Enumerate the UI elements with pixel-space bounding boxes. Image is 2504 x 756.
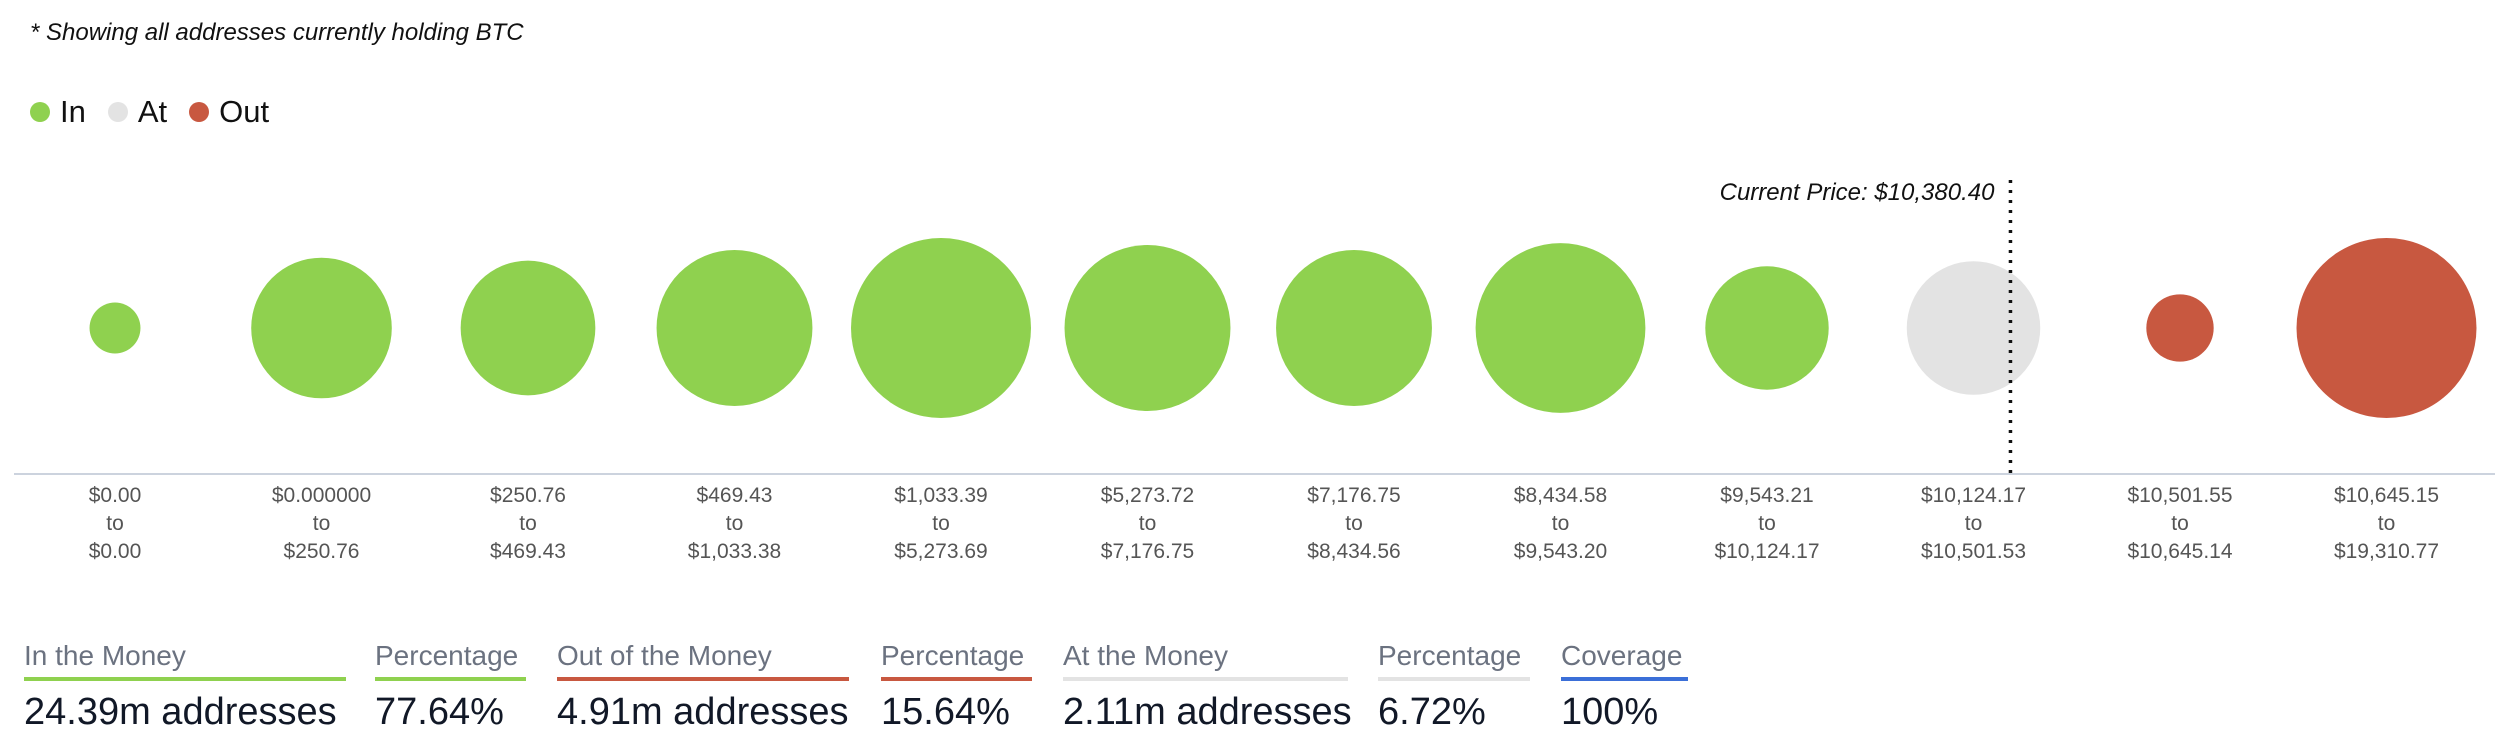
bubble-chart: $0.00 to $0.00 $0.000000 to $250.76 $250.76 to $… bbox=[14, 179, 2495, 563]
stat-label: In the Money bbox=[24, 640, 186, 671]
bubble-in[interactable] bbox=[656, 250, 813, 406]
stat-value: 4.91m addresses bbox=[557, 691, 849, 733]
bubble-in[interactable] bbox=[251, 257, 392, 399]
tick-label-from: $250.76 bbox=[490, 484, 566, 507]
tick-label-connector: to bbox=[519, 512, 537, 535]
legend-dot-at bbox=[107, 102, 128, 122]
tick-label-to: $5,273.69 bbox=[894, 540, 987, 563]
bubble-in[interactable] bbox=[1705, 266, 1829, 390]
stat-underline bbox=[881, 677, 1032, 681]
tick-label-from: $0.00 bbox=[89, 484, 142, 507]
tick-label-connector: to bbox=[2378, 512, 2396, 535]
bubble-in[interactable] bbox=[460, 260, 596, 396]
tick-label-to: $10,645.14 bbox=[2127, 540, 2232, 563]
stat-label: At the Money bbox=[1063, 640, 1228, 671]
legend-dot-out bbox=[189, 102, 210, 122]
bubble-at[interactable] bbox=[1906, 261, 2041, 395]
tick-label-from: $10,124.17 bbox=[1921, 484, 2026, 507]
stat-label: Percentage bbox=[1378, 640, 1522, 671]
tick-label-to: $7,176.75 bbox=[1101, 540, 1194, 563]
tick-label-from: $469.43 bbox=[697, 484, 773, 507]
tick-label-to: $19,310.77 bbox=[2334, 540, 2439, 563]
legend-label-at: At bbox=[137, 94, 168, 129]
bubble-out[interactable] bbox=[2296, 238, 2477, 418]
bubble-in[interactable] bbox=[89, 302, 141, 354]
stat-value: 6.72% bbox=[1378, 691, 1486, 733]
tick-label-to: $1,033.38 bbox=[688, 540, 781, 563]
stat-out-of-the-money: Out of the Money 4.91m addresses bbox=[557, 640, 849, 734]
bubble-in[interactable] bbox=[1276, 250, 1432, 406]
tick-label-to: $10,501.53 bbox=[1921, 540, 2026, 563]
tick-label-from: $9,543.21 bbox=[1720, 484, 1813, 507]
stat-label: Percentage bbox=[375, 640, 519, 671]
tick-label-connector: to bbox=[1965, 512, 1983, 535]
tick-label-connector: to bbox=[1758, 512, 1776, 535]
stat-value: 15.64% bbox=[881, 691, 1010, 733]
tick-label-from: $10,501.55 bbox=[2127, 484, 2232, 507]
stat-label: Coverage bbox=[1561, 640, 1683, 671]
stat-label: Percentage bbox=[881, 640, 1025, 671]
tick-label-to: $469.43 bbox=[490, 540, 566, 563]
tick-label-to: $10,124.17 bbox=[1714, 540, 1819, 563]
legend-item-at[interactable]: At bbox=[107, 94, 168, 130]
tick-label-connector: to bbox=[313, 512, 331, 535]
bubble-out[interactable] bbox=[2146, 294, 2214, 362]
legend-dot-in bbox=[30, 102, 50, 122]
stat-underline bbox=[1378, 677, 1530, 681]
tick-label-connector: to bbox=[106, 512, 124, 535]
tick-label-from: $7,176.75 bbox=[1307, 484, 1400, 507]
tick-label-from: $0.000000 bbox=[272, 484, 371, 507]
stat-underline bbox=[1063, 677, 1348, 681]
legend-label-out: Out bbox=[219, 94, 270, 129]
stat-label: Out of the Money bbox=[557, 640, 772, 671]
stat-at-the-money: At the Money 2.11m addresses bbox=[1063, 640, 1352, 734]
tick-label-from: $8,434.58 bbox=[1514, 484, 1607, 507]
tick-label-connector: to bbox=[2171, 512, 2189, 535]
summary-stats: In the Money 24.39m addresses Percentage… bbox=[0, 640, 2504, 756]
stat-out-percentage: Percentage 15.64% bbox=[881, 640, 1032, 734]
tick-label-connector: to bbox=[1139, 512, 1157, 535]
stat-underline bbox=[557, 677, 849, 681]
legend: In At Out bbox=[30, 92, 269, 132]
tick-label-to: $9,543.20 bbox=[1514, 540, 1607, 563]
legend-item-out[interactable]: Out bbox=[189, 94, 269, 130]
bubble-in[interactable] bbox=[1064, 245, 1231, 411]
bubble-in[interactable] bbox=[1475, 243, 1646, 413]
stat-underline bbox=[1561, 677, 1688, 681]
stat-coverage: Coverage 100% bbox=[1561, 640, 1688, 734]
tick-label-connector: to bbox=[1345, 512, 1363, 535]
tick-label-from: $1,033.39 bbox=[894, 484, 987, 507]
stat-value: 24.39m addresses bbox=[24, 691, 337, 733]
stat-value: 2.11m addresses bbox=[1063, 691, 1352, 733]
bubble-in[interactable] bbox=[851, 238, 1031, 418]
tick-label-to: $8,434.56 bbox=[1307, 540, 1400, 563]
tick-label-from: $10,645.15 bbox=[2334, 484, 2439, 507]
stat-value: 77.64% bbox=[375, 691, 504, 733]
legend-item-in[interactable]: In bbox=[30, 94, 86, 130]
tick-label-connector: to bbox=[726, 512, 744, 535]
stat-at-percentage: Percentage 6.72% bbox=[1378, 640, 1530, 734]
legend-label-in: In bbox=[60, 94, 86, 129]
tick-label-to: $0.00 bbox=[89, 540, 142, 563]
tick-label-connector: to bbox=[1552, 512, 1570, 535]
stat-in-the-money: In the Money 24.39m addresses bbox=[24, 640, 346, 734]
tick-label-to: $250.76 bbox=[284, 540, 360, 563]
stat-in-percentage: Percentage 77.64% bbox=[375, 640, 526, 734]
stat-value: 100% bbox=[1561, 691, 1659, 733]
current-price-label: Current Price: $10,380.40 bbox=[1720, 179, 1995, 206]
tick-label-from: $5,273.72 bbox=[1101, 484, 1194, 507]
stat-underline bbox=[375, 677, 526, 681]
stat-underline bbox=[24, 677, 346, 681]
tick-label-connector: to bbox=[932, 512, 950, 535]
chart-note: * Showing all addresses currently holdin… bbox=[30, 19, 524, 46]
